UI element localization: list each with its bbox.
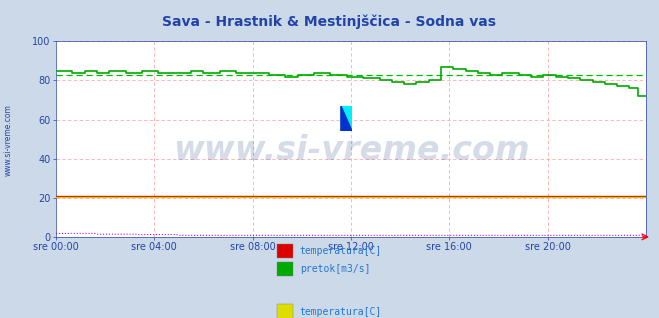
Text: www.si-vreme.com: www.si-vreme.com	[173, 135, 529, 167]
Text: Sava - Hrastnik & Mestinjščica - Sodna vas: Sava - Hrastnik & Mestinjščica - Sodna v…	[163, 14, 496, 29]
Text: pretok[m3/s]: pretok[m3/s]	[300, 264, 370, 274]
Text: www.si-vreme.com: www.si-vreme.com	[3, 104, 13, 176]
Text: temperatura[C]: temperatura[C]	[300, 307, 382, 317]
Text: temperatura[C]: temperatura[C]	[300, 246, 382, 256]
